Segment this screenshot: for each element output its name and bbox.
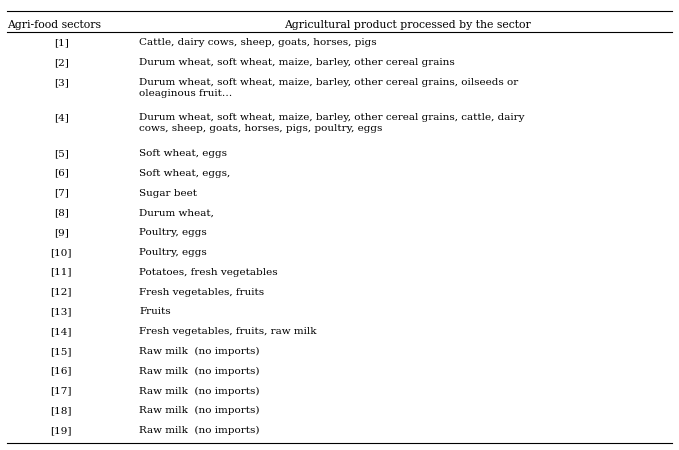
- Text: [8]: [8]: [54, 208, 69, 217]
- Text: Durum wheat, soft wheat, maize, barley, other cereal grains, cattle, dairy
cows,: Durum wheat, soft wheat, maize, barley, …: [139, 113, 525, 133]
- Text: [6]: [6]: [54, 169, 69, 178]
- Text: Raw milk  (no imports): Raw milk (no imports): [139, 426, 259, 435]
- Text: [13]: [13]: [50, 307, 72, 316]
- Text: Potatoes, fresh vegetables: Potatoes, fresh vegetables: [139, 268, 278, 277]
- Text: [18]: [18]: [50, 406, 72, 415]
- Text: [17]: [17]: [50, 387, 72, 396]
- Text: [11]: [11]: [50, 268, 72, 277]
- Text: [15]: [15]: [50, 347, 72, 356]
- Text: [16]: [16]: [50, 367, 72, 376]
- Text: [5]: [5]: [54, 149, 69, 158]
- Text: [10]: [10]: [50, 248, 72, 257]
- Text: Sugar beet: Sugar beet: [139, 189, 197, 198]
- Text: Fruits: Fruits: [139, 307, 171, 316]
- Text: [3]: [3]: [54, 78, 69, 87]
- Text: Soft wheat, eggs,: Soft wheat, eggs,: [139, 169, 230, 178]
- Text: Fresh vegetables, fruits: Fresh vegetables, fruits: [139, 288, 264, 297]
- Text: [19]: [19]: [50, 426, 72, 435]
- Text: [14]: [14]: [50, 327, 72, 336]
- Text: Fresh vegetables, fruits, raw milk: Fresh vegetables, fruits, raw milk: [139, 327, 316, 336]
- Text: [9]: [9]: [54, 228, 69, 237]
- Text: [1]: [1]: [54, 38, 69, 47]
- Text: [2]: [2]: [54, 58, 69, 67]
- Text: [12]: [12]: [50, 288, 72, 297]
- Text: Cattle, dairy cows, sheep, goats, horses, pigs: Cattle, dairy cows, sheep, goats, horses…: [139, 38, 377, 47]
- Text: Raw milk  (no imports): Raw milk (no imports): [139, 367, 259, 376]
- Text: Raw milk  (no imports): Raw milk (no imports): [139, 387, 259, 396]
- Text: [7]: [7]: [54, 189, 69, 198]
- Text: Durum wheat, soft wheat, maize, barley, other cereal grains: Durum wheat, soft wheat, maize, barley, …: [139, 58, 455, 67]
- Text: Durum wheat, soft wheat, maize, barley, other cereal grains, oilseeds or
oleagin: Durum wheat, soft wheat, maize, barley, …: [139, 78, 519, 98]
- Text: Poultry, eggs: Poultry, eggs: [139, 228, 207, 237]
- Text: Durum wheat,: Durum wheat,: [139, 208, 214, 217]
- Text: [4]: [4]: [54, 113, 69, 122]
- Text: Agricultural product processed by the sector: Agricultural product processed by the se…: [284, 20, 531, 30]
- Text: Poultry, eggs: Poultry, eggs: [139, 248, 207, 257]
- Text: Agri-food sectors: Agri-food sectors: [7, 20, 100, 30]
- Text: Raw milk  (no imports): Raw milk (no imports): [139, 347, 259, 356]
- Text: Soft wheat, eggs: Soft wheat, eggs: [139, 149, 227, 158]
- Text: Raw milk  (no imports): Raw milk (no imports): [139, 406, 259, 415]
